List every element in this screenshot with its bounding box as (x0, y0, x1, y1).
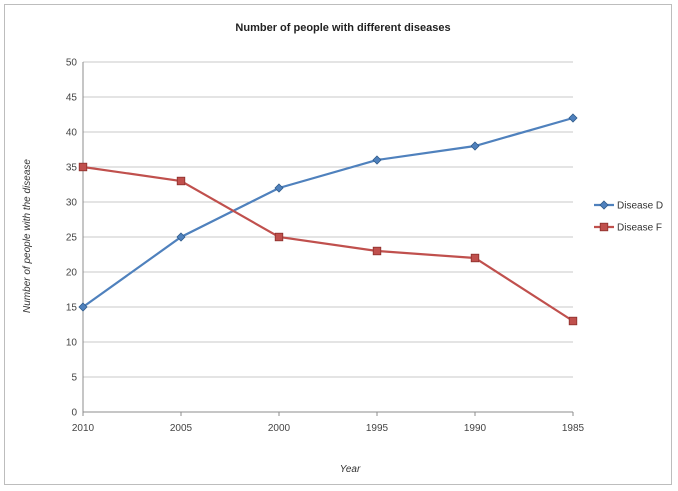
x-axis-title: Year (340, 464, 361, 475)
legend-label-disease-d: Disease D (617, 201, 663, 212)
disease-f-point (176, 176, 186, 186)
y-tick-label: 50 (66, 58, 78, 69)
disease-d-point (176, 232, 186, 242)
legend-label-disease-f: Disease F (617, 223, 662, 234)
disease-d-point (372, 155, 382, 165)
series-group (78, 113, 578, 326)
y-tick-label: 30 (66, 198, 78, 209)
x-tick-label: 2005 (170, 423, 193, 434)
x-tick-label: 1990 (464, 423, 487, 434)
disease-f-line (82, 165, 574, 322)
disease-d-point (78, 302, 88, 312)
chart-title: Number of people with different diseases (235, 22, 450, 34)
y-tick-label: 35 (66, 163, 78, 174)
y-tick-label: 40 (66, 128, 78, 139)
disease-d-point (274, 183, 284, 193)
legend-marker-disease-f (599, 222, 609, 232)
y-tick-label: 25 (66, 233, 78, 244)
x-tick-labels: 2010 2005 2000 1995 1990 1985 (72, 423, 585, 434)
x-tick-label: 1985 (562, 423, 585, 434)
disease-f-point (78, 162, 88, 172)
y-axis-title: Number of people with the disease (22, 159, 33, 313)
y-tick-label: 0 (71, 408, 77, 419)
axes (82, 62, 574, 416)
x-tick-label: 2000 (268, 423, 291, 434)
disease-d-point (568, 113, 578, 123)
disease-f-point (274, 232, 284, 242)
y-tick-labels: 0 5 10 15 20 25 30 35 40 45 50 (66, 58, 78, 419)
disease-d-line (82, 116, 574, 308)
legend-marker-disease-d (599, 200, 609, 210)
disease-f-point (372, 246, 382, 256)
disease-f-point (470, 253, 480, 263)
y-tick-label: 10 (66, 338, 78, 349)
disease-f-point (568, 316, 578, 326)
y-tick-label: 15 (66, 303, 78, 314)
legend: Disease D Disease F (594, 200, 663, 234)
x-tick-label: 1995 (366, 423, 389, 434)
gridlines (83, 61, 573, 378)
y-tick-label: 20 (66, 268, 78, 279)
x-tick-label: 2010 (72, 423, 95, 434)
disease-d-point (470, 141, 480, 151)
y-tick-label: 5 (71, 373, 77, 384)
y-tick-label: 45 (66, 93, 78, 104)
